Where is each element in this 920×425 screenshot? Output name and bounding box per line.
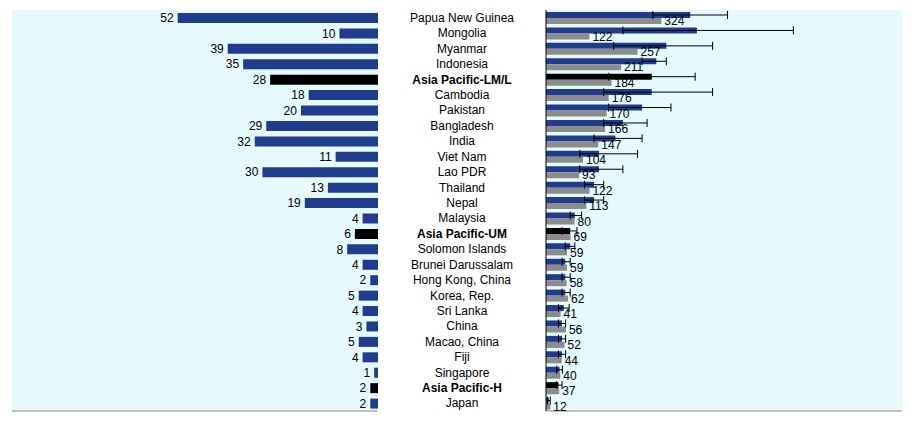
svg-text:Asia Pacific-LM/L: Asia Pacific-LM/L — [412, 73, 511, 87]
svg-text:Sri Lanka: Sri Lanka — [437, 304, 488, 318]
svg-text:Asia Pacific-H: Asia Pacific-H — [422, 381, 502, 395]
svg-text:Viet Nam: Viet Nam — [437, 150, 486, 164]
svg-text:19: 19 — [287, 196, 301, 210]
svg-text:Myanmar: Myanmar — [437, 42, 487, 56]
svg-text:India: India — [449, 134, 475, 148]
svg-text:170: 170 — [610, 107, 630, 121]
svg-text:147: 147 — [601, 138, 621, 152]
svg-text:5: 5 — [348, 335, 355, 349]
svg-text:6: 6 — [344, 227, 351, 241]
svg-text:69: 69 — [574, 230, 588, 244]
svg-text:176: 176 — [612, 91, 632, 105]
svg-text:13: 13 — [311, 181, 325, 195]
svg-text:52: 52 — [568, 338, 582, 352]
svg-text:4: 4 — [352, 351, 359, 365]
svg-text:41: 41 — [564, 307, 578, 321]
svg-text:11: 11 — [319, 150, 332, 164]
svg-text:2: 2 — [360, 381, 367, 395]
svg-text:56: 56 — [569, 323, 583, 337]
svg-text:80: 80 — [577, 215, 591, 229]
svg-text:62: 62 — [571, 292, 585, 306]
svg-text:Thailand: Thailand — [439, 181, 485, 195]
svg-text:44: 44 — [565, 354, 579, 368]
svg-text:Japan: Japan — [446, 396, 479, 410]
svg-text:104: 104 — [586, 153, 606, 167]
svg-text:Malaysia: Malaysia — [438, 211, 486, 225]
svg-text:Solomon Islands: Solomon Islands — [418, 242, 507, 256]
svg-text:Mongolia: Mongolia — [438, 26, 487, 40]
svg-text:18: 18 — [291, 88, 305, 102]
svg-text:Papua New Guinea: Papua New Guinea — [410, 11, 514, 25]
svg-text:Hong Kong, China: Hong Kong, China — [413, 273, 511, 287]
svg-text:211: 211 — [624, 60, 643, 74]
svg-text:324: 324 — [664, 14, 684, 28]
svg-text:Macao, China: Macao, China — [425, 335, 499, 349]
svg-text:52: 52 — [160, 11, 174, 25]
svg-text:Pakistan: Pakistan — [439, 103, 485, 117]
svg-text:20: 20 — [284, 104, 298, 118]
svg-text:4: 4 — [352, 304, 359, 318]
svg-text:59: 59 — [570, 246, 584, 260]
svg-text:Indonesia: Indonesia — [436, 57, 488, 71]
svg-text:Asia Pacific-UM: Asia Pacific-UM — [417, 227, 507, 241]
svg-text:Bangladesh: Bangladesh — [430, 119, 493, 133]
svg-text:5: 5 — [348, 289, 355, 303]
svg-text:12: 12 — [553, 400, 567, 414]
svg-text:59: 59 — [570, 261, 584, 275]
svg-text:Lao PDR: Lao PDR — [438, 165, 487, 179]
svg-text:39: 39 — [210, 42, 224, 56]
svg-text:122: 122 — [592, 30, 612, 44]
svg-text:35: 35 — [226, 57, 240, 71]
svg-text:40: 40 — [563, 369, 577, 383]
svg-text:93: 93 — [582, 168, 596, 182]
svg-text:2: 2 — [360, 273, 367, 287]
svg-text:8: 8 — [336, 243, 343, 257]
svg-text:2: 2 — [360, 397, 367, 411]
svg-text:Brunei Darussalam: Brunei Darussalam — [411, 258, 513, 272]
svg-text:Fiji: Fiji — [454, 350, 469, 364]
svg-text:32: 32 — [237, 135, 251, 149]
svg-text:29: 29 — [249, 119, 263, 133]
svg-text:113: 113 — [589, 199, 608, 213]
svg-text:4: 4 — [352, 258, 359, 272]
svg-text:Singapore: Singapore — [435, 366, 490, 380]
svg-text:28: 28 — [253, 73, 267, 87]
svg-text:30: 30 — [245, 165, 259, 179]
svg-text:10: 10 — [322, 27, 336, 41]
svg-text:122: 122 — [592, 184, 612, 198]
svg-text:184: 184 — [615, 76, 635, 90]
svg-text:Nepal: Nepal — [446, 196, 477, 210]
svg-text:Cambodia: Cambodia — [435, 88, 490, 102]
svg-text:1: 1 — [363, 366, 370, 380]
svg-text:58: 58 — [570, 276, 584, 290]
svg-text:37: 37 — [562, 384, 576, 398]
svg-text:4: 4 — [352, 212, 359, 226]
svg-text:China: China — [446, 319, 478, 333]
svg-text:257: 257 — [640, 45, 660, 59]
svg-text:3: 3 — [356, 320, 363, 334]
svg-text:Korea, Rep.: Korea, Rep. — [430, 289, 494, 303]
svg-text:166: 166 — [608, 122, 628, 136]
